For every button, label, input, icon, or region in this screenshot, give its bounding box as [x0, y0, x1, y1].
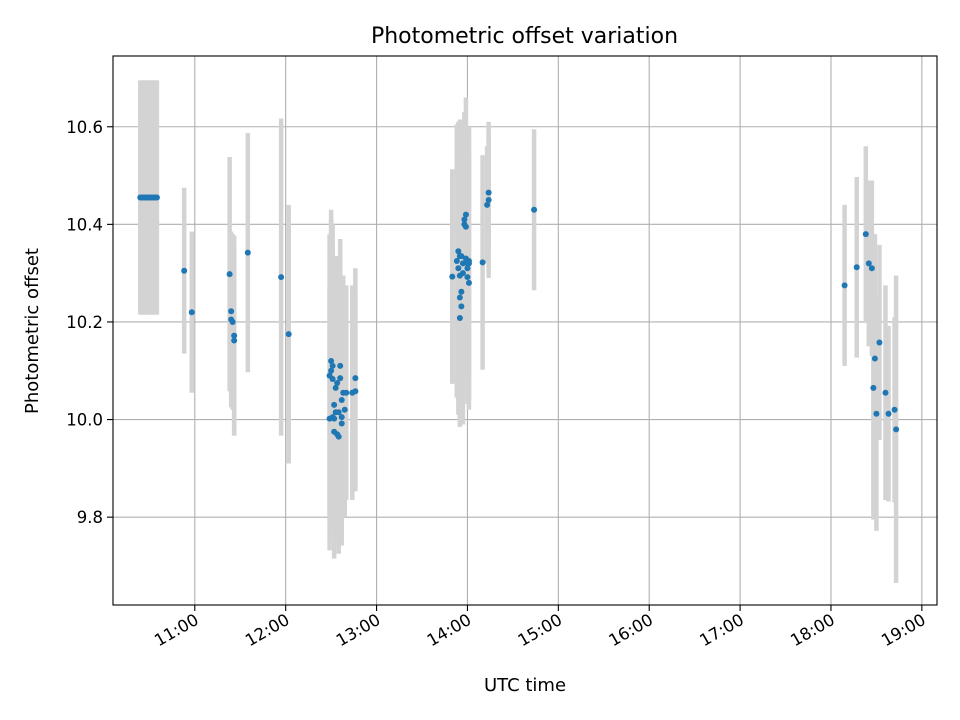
data-point: [465, 260, 472, 267]
data-point: [328, 367, 335, 374]
x-tick-label: 19:00: [878, 610, 929, 650]
data-point: [453, 257, 460, 264]
x-tick-label: 17:00: [696, 610, 747, 650]
data-point: [461, 216, 468, 223]
data-point: [341, 406, 348, 413]
data-point: [278, 274, 285, 281]
y-tick-label: 10.0: [66, 411, 103, 430]
data-point: [484, 201, 491, 208]
grid-lines: [113, 56, 937, 605]
data-point: [464, 274, 471, 281]
data-point: [462, 211, 469, 218]
data-point: [455, 265, 462, 272]
data-point: [352, 388, 359, 395]
data-point: [338, 414, 345, 421]
x-tick-label: 18:00: [787, 610, 838, 650]
data-point: [479, 259, 486, 266]
data-point: [458, 253, 465, 260]
x-tick-label: 11:00: [151, 610, 202, 650]
data-point: [337, 375, 344, 382]
data-point: [465, 279, 472, 286]
x-tick-label: 16:00: [606, 610, 657, 650]
x-axis-label: UTC time: [484, 675, 566, 696]
data-point: [876, 339, 883, 346]
data-point: [229, 318, 236, 325]
data-point: [331, 401, 338, 408]
error-bars: [138, 80, 899, 584]
data-point: [181, 267, 188, 274]
y-tick-label: 10.2: [66, 313, 103, 332]
data-point: [335, 409, 342, 416]
data-point: [188, 309, 195, 316]
x-tick-label: 15:00: [515, 610, 566, 650]
data-point: [882, 389, 889, 396]
data-point: [458, 303, 465, 310]
data-point: [485, 196, 492, 203]
data-point: [531, 206, 538, 213]
data-point: [459, 270, 466, 277]
data-point: [285, 331, 292, 338]
data-point: [456, 294, 463, 301]
data-point: [337, 362, 344, 369]
data-point: [871, 355, 878, 362]
data-point: [865, 260, 872, 267]
data-point: [328, 358, 335, 364]
data-point: [456, 315, 463, 322]
x-tick-label: 13:00: [333, 610, 384, 650]
data-point: [231, 332, 238, 339]
data-point: [464, 265, 471, 272]
data-point: [352, 375, 359, 382]
data-point: [231, 337, 238, 344]
data-point: [335, 433, 342, 440]
data-point: [891, 406, 898, 413]
data-point: [449, 273, 456, 280]
data-point: [244, 249, 251, 256]
data-point: [458, 288, 465, 295]
data-point: [885, 410, 892, 417]
data-point: [870, 384, 877, 391]
x-axis-ticks: 11:00 12:00 13:00 14:00 15:00 16:00 17:00 18:00…: [151, 605, 929, 650]
data-point: [343, 389, 350, 396]
data-point: [153, 194, 160, 201]
data-point: [873, 410, 880, 417]
data-point: [455, 248, 462, 255]
data-point: [893, 426, 900, 433]
data-point: [462, 223, 469, 230]
chart-title: Photometric offset variation: [371, 24, 678, 49]
data-point: [862, 231, 869, 238]
data-point: [228, 308, 235, 315]
data-point: [331, 415, 338, 422]
y-tick-label: 9.8: [77, 508, 103, 527]
y-tick-label: 10.4: [66, 215, 103, 234]
data-point: [853, 264, 860, 271]
x-tick-label: 14:00: [424, 610, 475, 650]
y-axis-ticks: 9.8 10.0 10.2 10.4 10.6: [66, 118, 113, 527]
data-point: [868, 265, 875, 272]
data-points: [137, 189, 900, 440]
data-point: [329, 362, 336, 369]
y-axis-label: Photometric offset: [22, 248, 43, 414]
data-point: [226, 271, 233, 278]
data-point: [329, 376, 336, 383]
plot-frame: [112, 55, 938, 606]
x-tick-label: 12:00: [242, 610, 293, 650]
y-tick-label: 10.6: [66, 118, 103, 137]
data-point: [485, 189, 492, 196]
data-point: [338, 397, 345, 404]
data-point: [841, 282, 848, 289]
data-point: [334, 379, 341, 386]
data-point: [332, 384, 339, 391]
data-point: [459, 260, 466, 267]
data-point: [338, 420, 345, 427]
